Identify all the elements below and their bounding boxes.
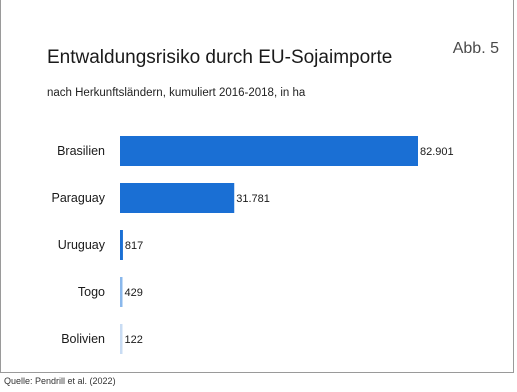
bar — [120, 136, 418, 166]
category-label: Bolivien — [61, 332, 105, 346]
value-label: 122 — [125, 334, 143, 346]
figure-label: Abb. 5 — [452, 40, 499, 57]
category-label: Paraguay — [51, 191, 105, 205]
bar — [120, 324, 123, 354]
value-label: 82.901 — [420, 146, 454, 158]
chart-title: Entwaldungsrisiko durch EU-Sojaimporte — [47, 47, 393, 68]
category-label: Brasilien — [57, 144, 105, 158]
source-note: Quelle: Pendrill et al. (2022) — [4, 376, 116, 386]
value-label: 429 — [125, 287, 143, 299]
value-label: 31.781 — [236, 193, 270, 205]
value-label: 817 — [125, 240, 143, 252]
bar-chart: Brasilien 82.901 Paraguay 31.781 Uruguay 817 T… — [51, 136, 454, 354]
chart-subtitle: nach Herkunftsländern, kumuliert 2016-20… — [47, 87, 306, 99]
chart-frame — [0, 0, 514, 373]
bar — [120, 277, 123, 307]
bar — [120, 183, 235, 213]
category-label: Uruguay — [58, 238, 106, 252]
category-label: Togo — [78, 285, 105, 299]
bar — [120, 230, 123, 260]
